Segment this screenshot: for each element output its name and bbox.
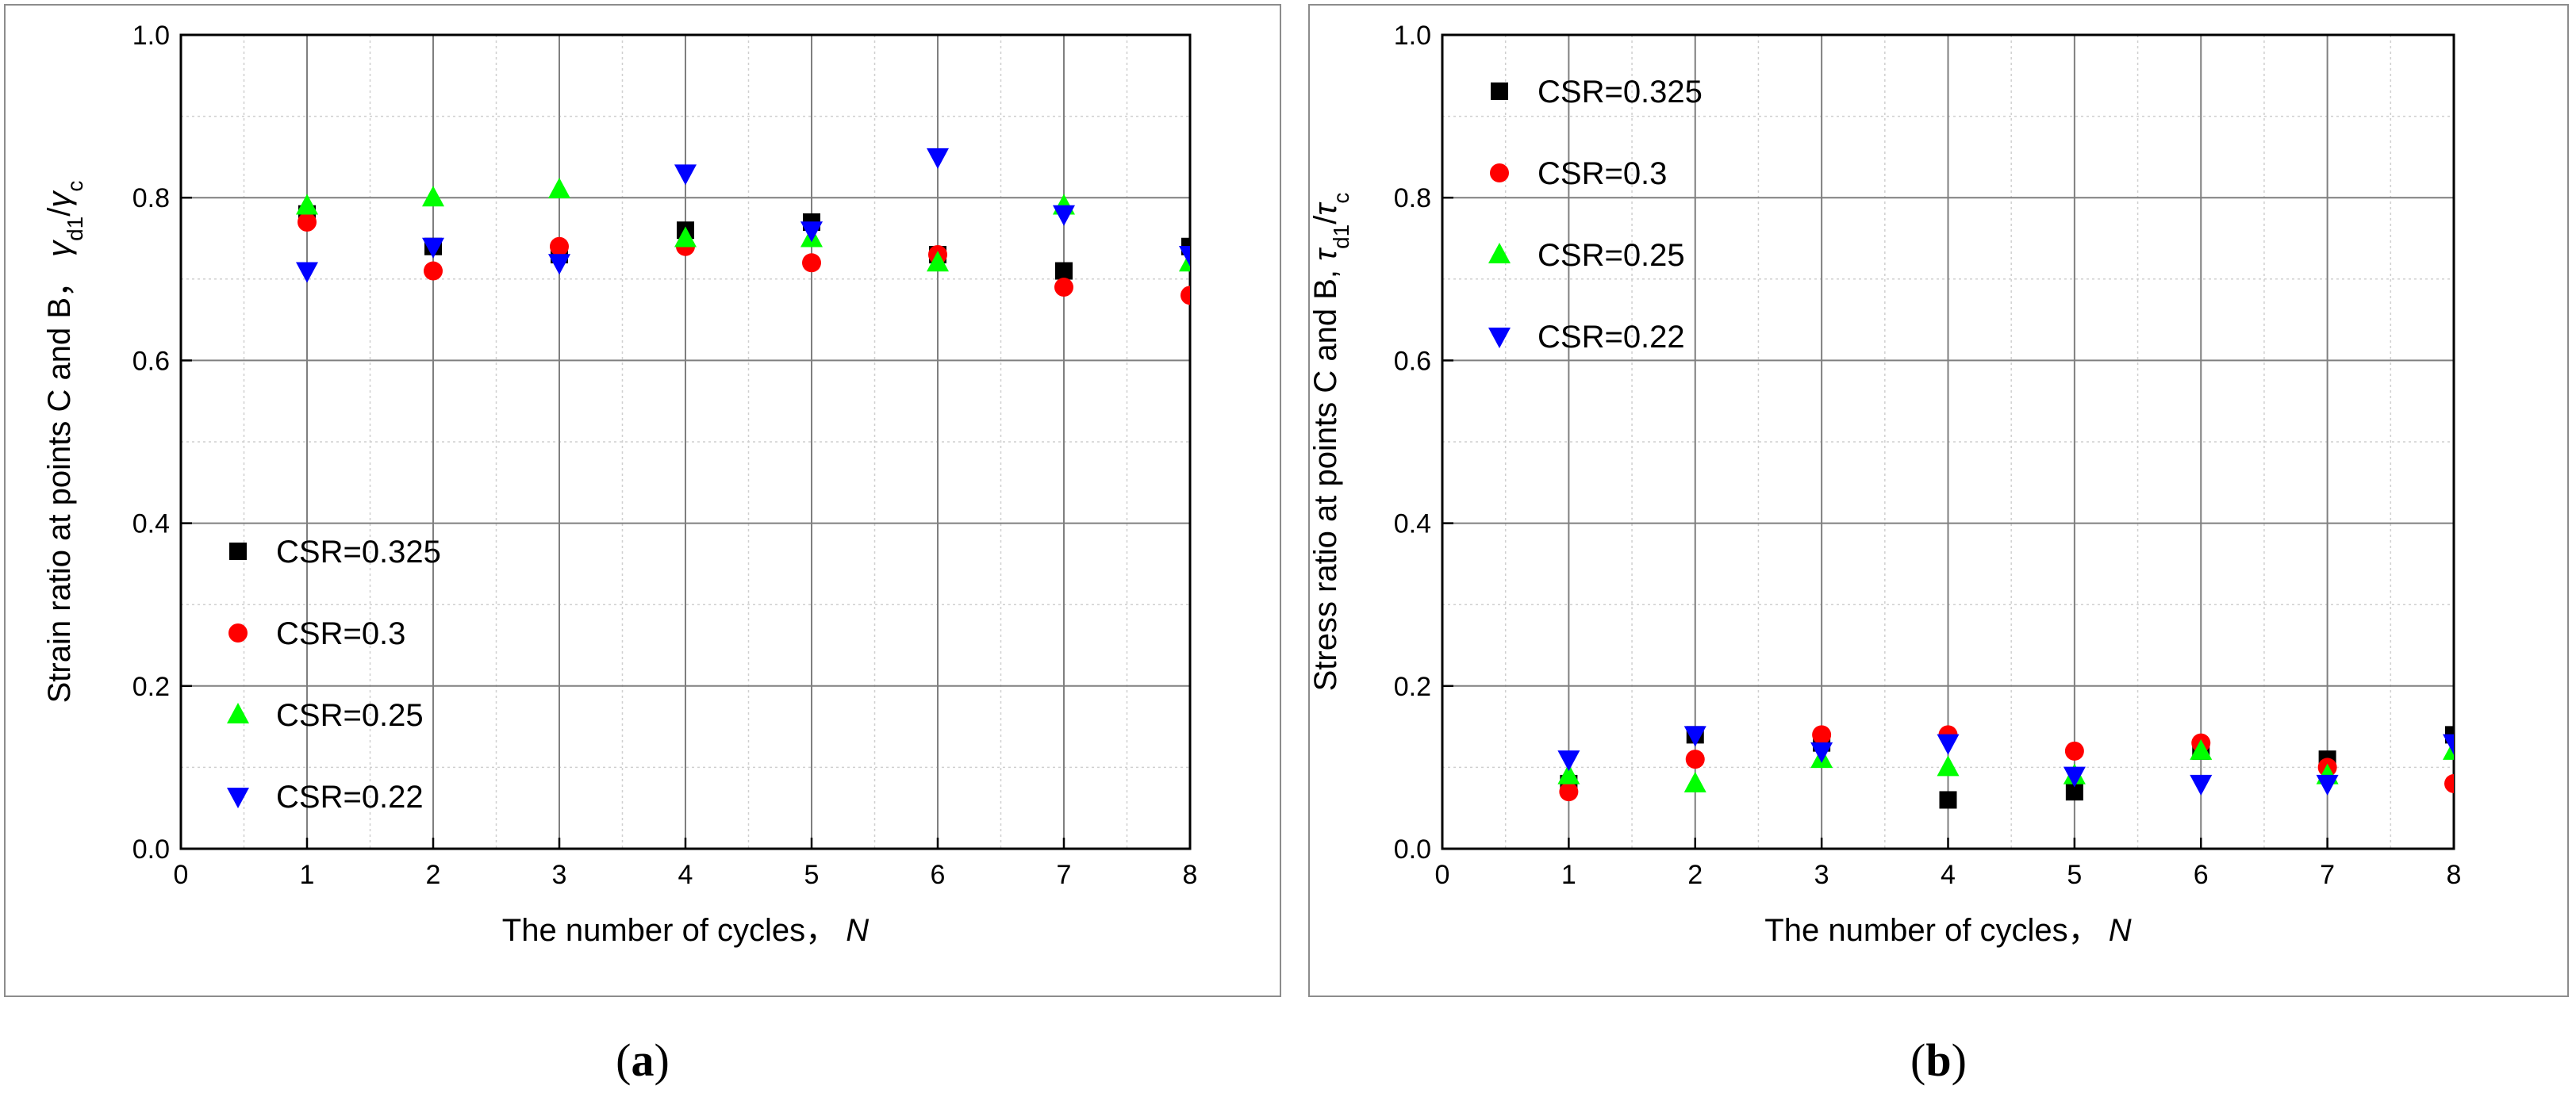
y-tick-label: 0.8 (132, 183, 170, 213)
x-tick-label: 7 (1057, 860, 1072, 890)
legend-label: CSR=0.325 (1538, 75, 1703, 109)
data-point (548, 178, 570, 198)
data-point (1686, 750, 1705, 769)
legend-marker (227, 703, 249, 723)
legend-label: CSR=0.3 (1538, 156, 1667, 191)
y-tick-label: 1.0 (1394, 21, 1431, 51)
data-point (2443, 735, 2465, 755)
data-point (802, 253, 821, 272)
legend-label: CSR=0.22 (276, 780, 424, 815)
legend-marker (227, 788, 249, 808)
x-tick-label: 2 (426, 860, 441, 890)
data-point (1054, 278, 1073, 297)
legend-marker (1490, 163, 1509, 182)
y-tick-label: 1.0 (132, 21, 170, 51)
x-tick-label: 8 (1183, 860, 1198, 890)
y-tick-label: 0.2 (132, 672, 170, 702)
figure: 0 1 2 3 4 5 6 7 8 0.0 0.2 0.4 0.6 0.8 1.0 The number of… (0, 0, 2576, 1101)
data-point (550, 237, 569, 256)
data-point (1940, 791, 1957, 808)
chart-panel-a: 0 1 2 3 4 5 6 7 8 0.0 0.2 0.4 0.6 0.8 1.0 The number of… (5, 5, 1280, 996)
data-point (800, 221, 823, 242)
x-tick-label: 3 (1814, 860, 1829, 890)
data-point (1179, 246, 1201, 267)
x-axis-title: The number of cycles， N (502, 913, 870, 948)
legend-marker (1491, 82, 1508, 100)
x-tick-label: 6 (2194, 860, 2209, 890)
legend-label: CSR=0.22 (1538, 320, 1685, 355)
x-tick-label: 1 (1561, 860, 1576, 890)
data-point (1937, 735, 1960, 755)
x-tick-label: 5 (2067, 860, 2082, 890)
y-tick-label: 0.0 (132, 834, 170, 865)
legend-label: CSR=0.3 (276, 616, 405, 651)
x-tick-label: 8 (2447, 860, 2462, 890)
x-tick-label: 0 (1435, 860, 1450, 890)
panel-label: (b) (1910, 1034, 1967, 1086)
y-axis-title: Stress ratio at points C and B, τd1/τc (1308, 193, 1353, 692)
data-point (1812, 725, 1831, 744)
y-tick-label: 0.6 (132, 346, 170, 376)
data-point (674, 164, 697, 185)
data-point (422, 186, 444, 206)
data-point (2065, 742, 2084, 761)
data-point (1181, 286, 1200, 305)
data-point (548, 254, 570, 274)
data-point (1055, 263, 1073, 280)
legend-label: CSR=0.325 (276, 535, 441, 570)
x-tick-label: 1 (300, 860, 315, 890)
y-tick-label: 0.2 (1394, 672, 1431, 702)
data-point (1937, 755, 1960, 776)
y-tick-label: 0.8 (1394, 183, 1431, 213)
data-point (296, 263, 318, 283)
data-point (1559, 782, 1578, 801)
x-tick-label: 6 (931, 860, 946, 890)
x-tick-label: 5 (804, 860, 820, 890)
legend-marker (228, 623, 248, 643)
legend-marker (1488, 243, 1511, 263)
legend-label: CSR=0.25 (276, 698, 424, 733)
data-point (1557, 750, 1580, 771)
y-tick-label: 0.4 (1394, 509, 1431, 539)
x-axis-title: The number of cycles， N (1764, 913, 2132, 948)
legend-marker (229, 543, 247, 560)
data-point (2444, 774, 2463, 793)
x-tick-label: 0 (174, 860, 189, 890)
y-axis-title: Strain ratio at points C and B， γd1/γc (42, 181, 87, 704)
chart-panel-b: 0 1 2 3 4 5 6 7 8 0.0 0.2 0.4 0.6 0.8 1.0 The number of… (1308, 5, 2568, 996)
x-tick-label: 2 (1687, 860, 1703, 890)
data-point (2190, 775, 2212, 796)
data-point (927, 148, 949, 169)
data-point (1684, 772, 1706, 792)
legend-label: CSR=0.25 (1538, 238, 1685, 273)
x-tick-label: 4 (678, 860, 693, 890)
legend: CSR=0.325 CSR=0.3 CSR=0.25 CSR=0.22 (227, 535, 441, 815)
data-point (1053, 205, 1075, 226)
legend-marker (1488, 328, 1511, 348)
x-tick-label: 7 (2320, 860, 2335, 890)
y-tick-label: 0.0 (1394, 834, 1431, 865)
panel-label: (a) (616, 1034, 670, 1086)
y-tick-label: 0.4 (132, 509, 170, 539)
data-point (298, 213, 317, 232)
x-tick-label: 4 (1941, 860, 1956, 890)
y-tick-label: 0.6 (1394, 346, 1431, 376)
data-point (1810, 742, 1833, 763)
data-point (424, 262, 443, 281)
x-tick-label: 3 (552, 860, 567, 890)
data-point (2317, 775, 2339, 796)
